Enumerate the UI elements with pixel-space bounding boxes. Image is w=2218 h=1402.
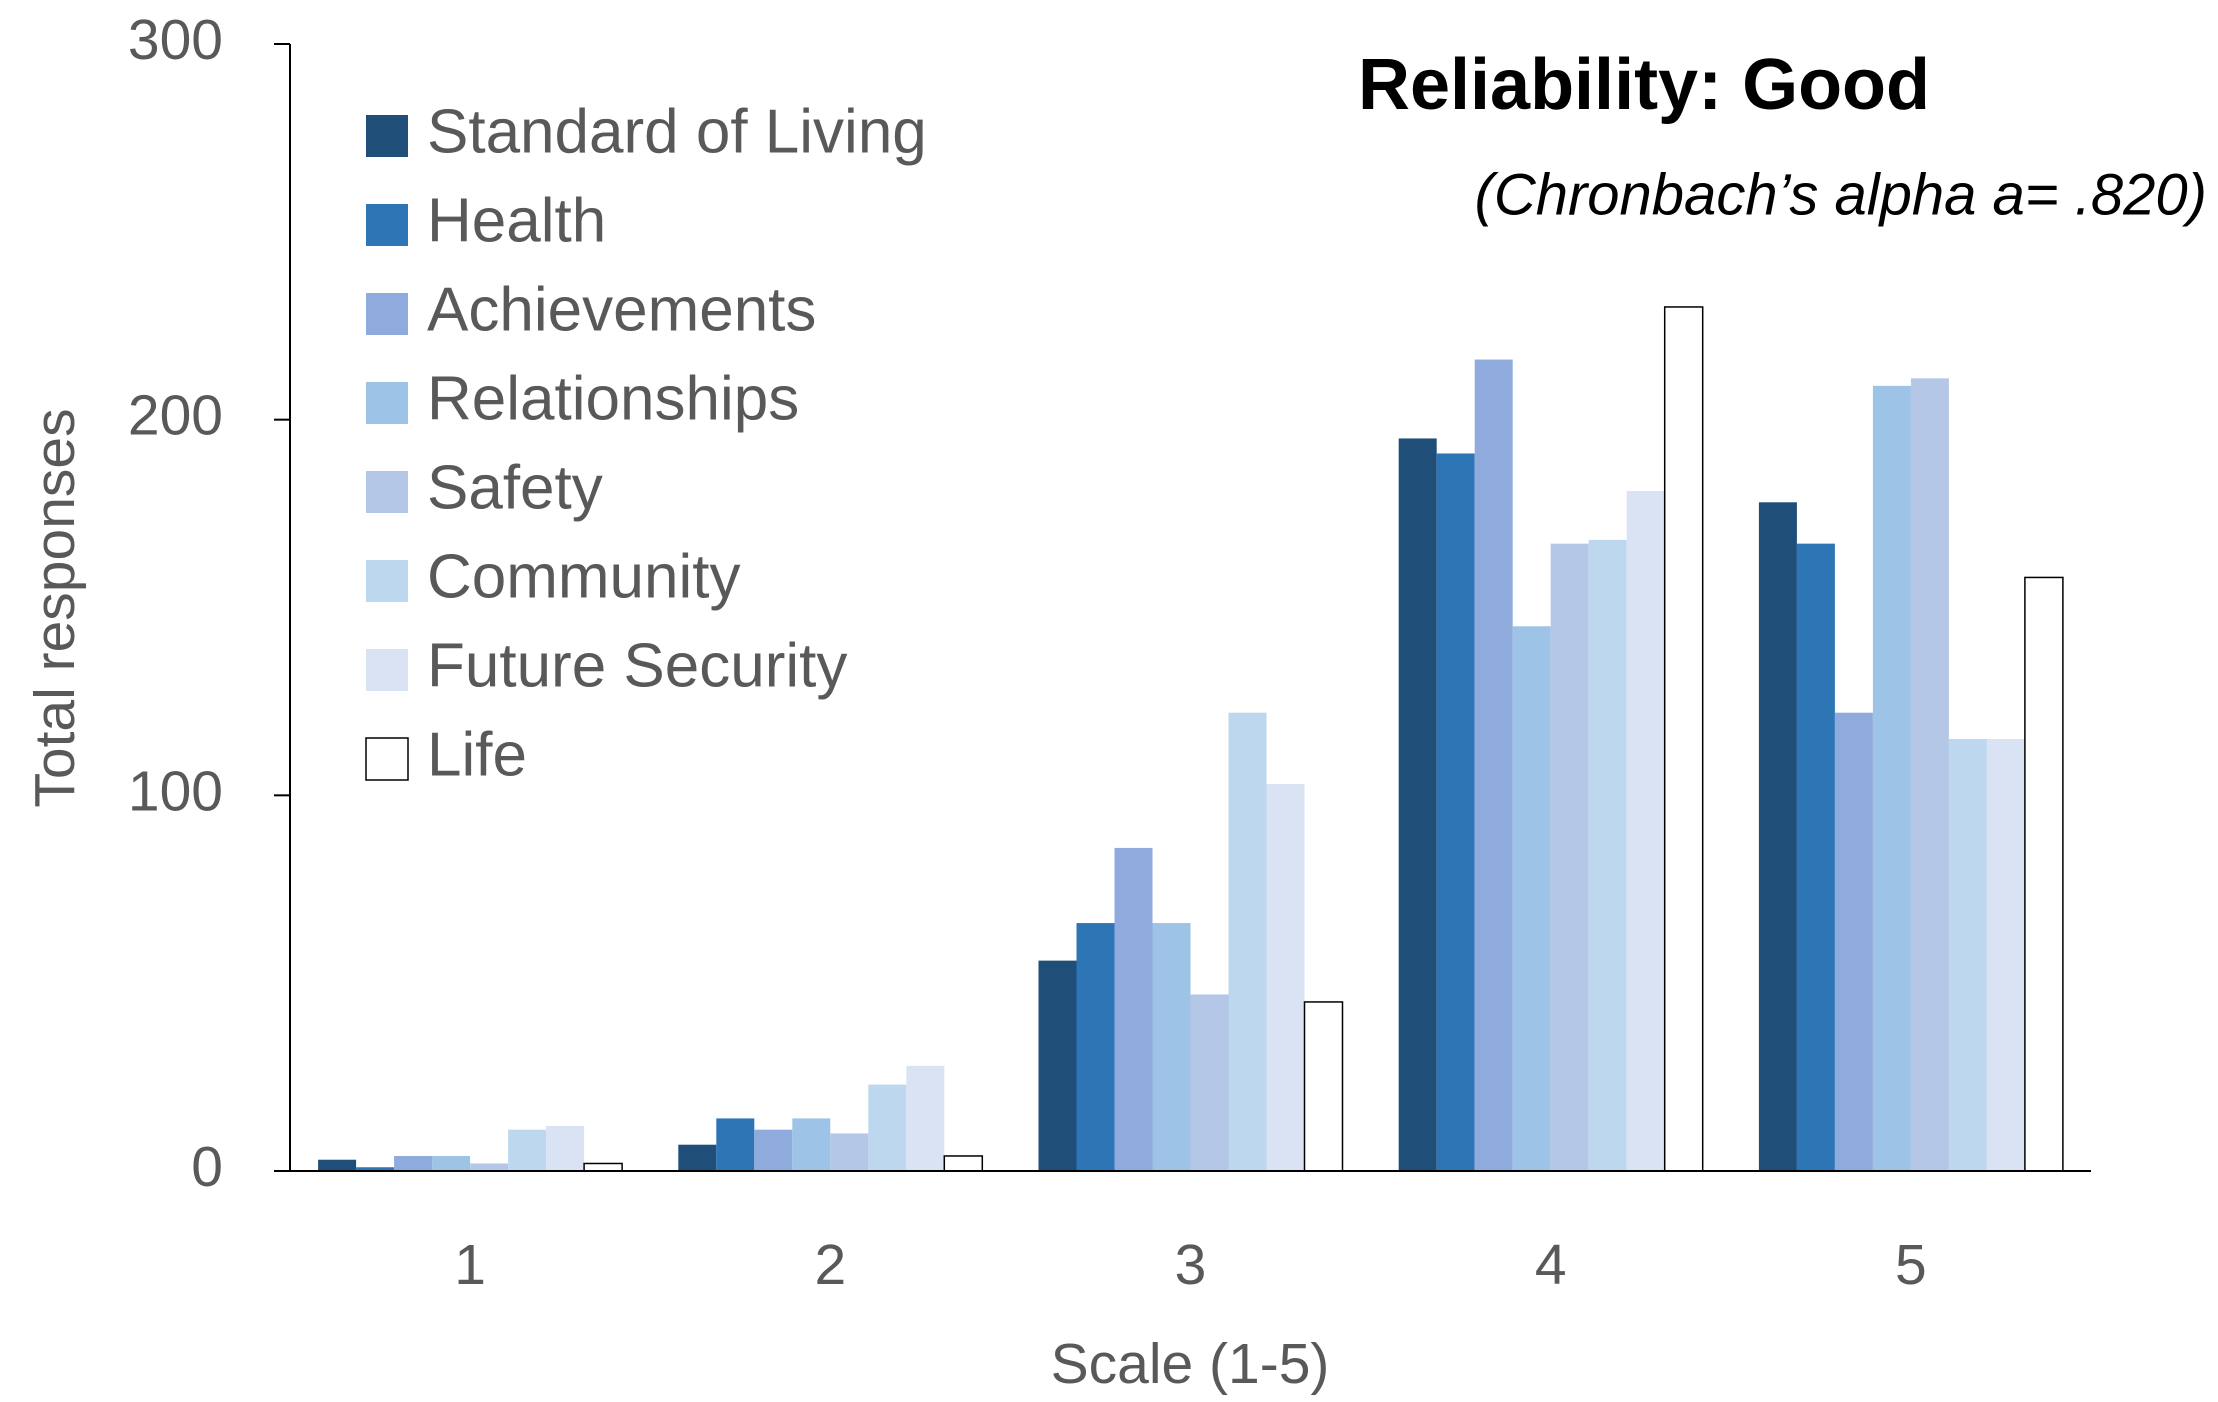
x-tick-label: 3 xyxy=(1175,1233,1207,1297)
bar xyxy=(830,1133,869,1171)
chart-subtitle: (Chronbach’s alpha a= .820) xyxy=(1475,162,2207,227)
legend-swatch xyxy=(365,737,409,781)
legend-swatch xyxy=(366,293,408,335)
chart-title: Reliability: Good xyxy=(1358,45,1930,125)
bar xyxy=(1626,491,1665,1171)
legend-label: Safety xyxy=(427,453,603,522)
legend-swatch xyxy=(366,204,408,246)
bar xyxy=(1588,539,1627,1171)
bar xyxy=(470,1163,509,1171)
bar xyxy=(906,1065,945,1171)
bar xyxy=(1550,543,1589,1171)
x-tick-label: 4 xyxy=(1535,1233,1567,1297)
y-tick-label: 0 xyxy=(191,1135,223,1199)
bar xyxy=(1663,306,1704,1172)
bar xyxy=(716,1118,755,1171)
bar xyxy=(508,1129,547,1171)
bar xyxy=(1474,359,1513,1171)
legend-label: Achievements xyxy=(427,275,816,344)
bar xyxy=(1436,453,1475,1171)
bar xyxy=(1512,626,1551,1171)
bar xyxy=(792,1118,831,1171)
bar xyxy=(678,1144,717,1171)
bar xyxy=(943,1155,984,1172)
legend-label: Community xyxy=(427,542,741,611)
bar xyxy=(1076,923,1115,1171)
bar xyxy=(356,1167,395,1171)
bar xyxy=(1834,712,1873,1171)
bar xyxy=(583,1162,623,1172)
bar xyxy=(1986,738,2025,1171)
legend-label: Standard of Living xyxy=(427,97,927,166)
legend-swatch xyxy=(366,560,408,602)
y-axis-label: Total responses xyxy=(23,408,87,807)
y-tick-label: 100 xyxy=(128,759,223,823)
bar xyxy=(546,1125,585,1171)
bar xyxy=(1228,712,1267,1171)
bar xyxy=(1910,378,1949,1171)
y-tick-label: 200 xyxy=(128,384,223,448)
bar xyxy=(1872,385,1911,1171)
x-axis-label: Scale (1-5) xyxy=(1051,1332,1330,1396)
legend-swatch xyxy=(366,471,408,513)
legend-label: Life xyxy=(427,720,527,789)
bar xyxy=(1152,923,1191,1171)
bar xyxy=(394,1155,433,1171)
bar xyxy=(1266,784,1305,1171)
bar xyxy=(1398,438,1437,1171)
bar xyxy=(1758,502,1797,1171)
legend-swatch xyxy=(366,115,408,157)
legend-label: Future Security xyxy=(427,631,847,700)
x-tick-label: 5 xyxy=(1895,1233,1927,1297)
bar xyxy=(1303,1001,1344,1172)
legend-label: Health xyxy=(427,186,606,255)
bar xyxy=(754,1129,793,1171)
legend-swatch xyxy=(366,382,408,424)
bar xyxy=(1948,738,1987,1171)
legend-swatch xyxy=(366,649,408,691)
bar xyxy=(432,1155,471,1171)
x-tick-label: 1 xyxy=(454,1233,486,1297)
bar xyxy=(1114,847,1153,1171)
x-tick-label: 2 xyxy=(814,1233,846,1297)
bar xyxy=(318,1159,357,1171)
bar xyxy=(868,1084,907,1171)
bar xyxy=(2024,576,2064,1172)
y-tick-label: 300 xyxy=(128,8,223,72)
bar xyxy=(1190,994,1229,1171)
legend-label: Relationships xyxy=(427,364,799,433)
bar xyxy=(1796,543,1835,1171)
bar xyxy=(1038,960,1077,1171)
